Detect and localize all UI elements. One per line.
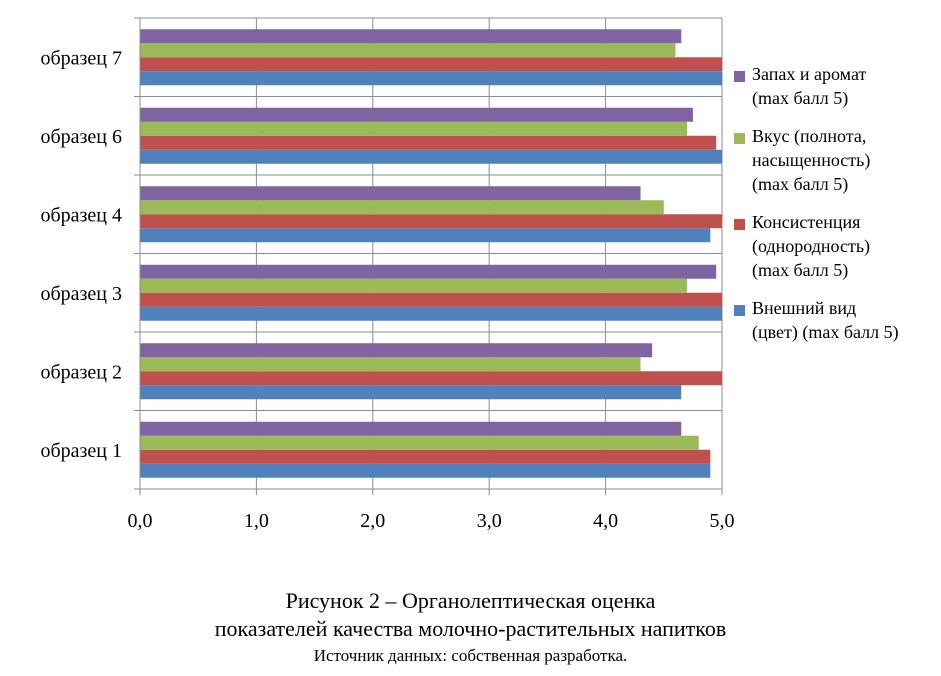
legend-label-line: (max балл 5)	[752, 260, 849, 280]
chart-legend: Запах и аромат (max балл 5) Вкус (полнота,…	[734, 62, 939, 344]
y-category-label: образец 6	[40, 126, 122, 148]
bar	[140, 71, 722, 86]
x-tick-label: 0,0	[128, 510, 153, 532]
bar	[140, 343, 653, 358]
legend-swatch	[734, 133, 745, 144]
figure-caption-line-1: Рисунок 2 – Органолептическая оценка	[285, 588, 656, 613]
y-category-label: образец 1	[40, 440, 122, 462]
bar	[140, 463, 711, 478]
bar	[140, 306, 722, 321]
bar	[140, 200, 664, 215]
bar	[140, 135, 717, 150]
bar	[140, 228, 711, 243]
legend-swatch	[734, 71, 745, 82]
bar	[140, 186, 641, 201]
bar	[140, 371, 722, 386]
legend-label-line: насыщенность)	[752, 150, 871, 170]
legend-swatch	[734, 305, 745, 316]
y-category-label: образец 2	[40, 361, 122, 383]
bar	[140, 264, 717, 279]
legend-label-line: Вкус (полнота,	[752, 126, 867, 146]
bar	[140, 29, 682, 44]
legend-label-line: (max балл 5)	[752, 88, 849, 108]
bar-chart: 0,0 1,0 2,0 3,0 4,0 5,0 образец 1 образец 2 обра…	[40, 17, 735, 532]
x-tick-label: 4,0	[593, 510, 618, 532]
x-tick-label: 3,0	[477, 510, 502, 532]
bar	[140, 214, 722, 229]
legend-label-line: Внешний вид	[752, 298, 857, 318]
x-tick-label: 5,0	[710, 510, 735, 532]
bar	[140, 57, 722, 72]
bar	[140, 385, 682, 400]
bar	[140, 357, 641, 372]
bar	[140, 149, 722, 164]
x-tick-label: 1,0	[244, 510, 269, 532]
legend-label-line: (цвет) (max балл 5)	[752, 322, 899, 342]
y-category-label: образец 7	[40, 47, 122, 69]
y-category-label: образец 3	[40, 283, 122, 305]
bar	[140, 278, 688, 293]
legend-swatch	[734, 219, 745, 230]
figure-caption-line-2: показателей качества молочно-растительны…	[214, 616, 727, 641]
y-category-label: образец 4	[40, 204, 122, 226]
bar	[140, 43, 676, 58]
bar	[140, 107, 693, 122]
bar	[140, 449, 711, 464]
legend-label-line: Консистенция	[752, 212, 861, 232]
legend-item: Запах и аромат (max балл 5)	[734, 62, 939, 110]
bar	[140, 435, 699, 450]
legend-label-line: (max балл 5)	[752, 174, 849, 194]
bar	[140, 421, 682, 436]
legend-item: Внешний вид (цвет) (max балл 5)	[734, 296, 939, 344]
legend-item: Вкус (полнота, насыщенность) (max балл 5)	[734, 124, 939, 196]
legend-label-line: Запах и аромат	[752, 64, 867, 84]
bar	[140, 121, 688, 136]
legend-item: Консистенция (однородность) (max балл 5)	[734, 210, 939, 282]
x-tick-label: 2,0	[360, 510, 385, 532]
legend-label-line: (однородность)	[752, 236, 871, 256]
data-source-note: Источник данных: собственная разработка.	[313, 646, 628, 665]
bar	[140, 292, 722, 307]
